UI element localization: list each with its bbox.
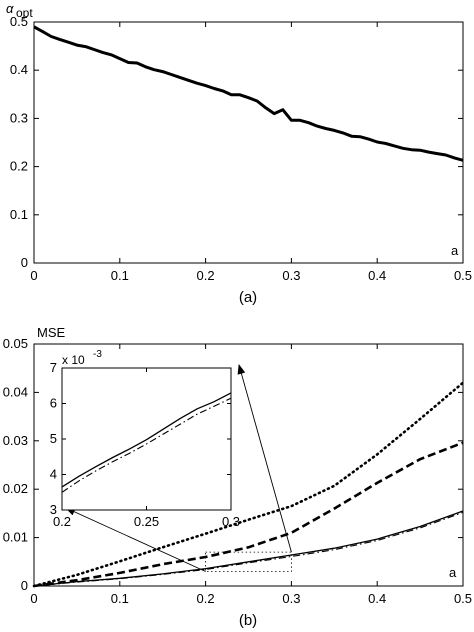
inset-ytick-label: 3 [50, 502, 57, 517]
chart-a-ytick-label: 0 [21, 255, 28, 270]
chart-b-ytick-label: 0 [21, 578, 28, 593]
chart-a-xtick-label: 0.3 [282, 268, 300, 283]
chart-b-y-ticks: 0 0.01 0.02 0.03 0.04 0.05 [3, 336, 463, 593]
chart-a-xtick-label: 0.2 [197, 268, 215, 283]
chart-b: 0 0.1 0.2 0.3 0.4 0.5 0 0.01 0.02 0.03 0.04 0.05 M… [3, 325, 472, 629]
chart-a-xlabel: a [451, 243, 459, 258]
chart-a-xtick-label: 0.5 [454, 268, 472, 283]
chart-a-ylabel-sub: opt [16, 6, 33, 20]
inset-ytick-label: 6 [50, 396, 57, 411]
inset-ytick-label: 4 [50, 467, 57, 482]
chart-b-xtick-label: 0.2 [197, 591, 215, 606]
chart-b-ytick-label: 0.01 [3, 530, 28, 545]
chart-b-ytick-label: 0.05 [3, 336, 28, 351]
chart-a-ylabel: α [6, 1, 14, 16]
chart-b-xtick-label: 0 [30, 591, 37, 606]
chart-b-zoom-arrows [65, 364, 292, 572]
chart-a-ytick-label: 0.1 [10, 207, 28, 222]
chart-b-ylabel: MSE [37, 325, 66, 340]
chart-b-series-1-dashed [33, 441, 464, 588]
chart-a-y-ticks: 0 0.1 0.2 0.3 0.4 0.5 [10, 14, 463, 270]
chart-b-ytick-label: 0.04 [3, 384, 28, 399]
chart-b-xtick-label: 0.1 [111, 591, 129, 606]
chart-a-frame [33, 21, 464, 264]
inset-series-0-solid [61, 392, 232, 488]
chart-a: 0 0.1 0.2 0.3 0.4 0.5 00.10.20.30.40.5 α opt … [6, 1, 472, 306]
chart-b-series-2-solid [33, 510, 464, 587]
chart-b-xtick-label: 0.5 [454, 591, 472, 606]
inset-xtick-label: 0.25 [134, 514, 159, 529]
inset-y-ticks: 3 4 5 6 7 [50, 360, 231, 517]
zoom-arrow-left [65, 507, 206, 572]
chart-a-series [33, 25, 464, 162]
chart-a-x-ticks: 0 0.1 0.2 0.3 0.4 0.5 [30, 22, 472, 283]
inset-scale-exponent: -3 [93, 349, 102, 360]
chart-b-frame [33, 343, 464, 587]
chart-a-xtick-label: 0.4 [368, 268, 386, 283]
inset-xtick-label: 0.3 [222, 514, 240, 529]
chart-a-ytick-label: 0.2 [10, 159, 28, 174]
chart-b-series-3-dashdot [33, 511, 464, 587]
zoom-arrow-right [237, 364, 292, 553]
chart-a-ytick-label: 0.4 [10, 62, 28, 77]
inset-series-1-dashdot [61, 397, 232, 493]
chart-a-series-0-solid-thick [33, 25, 464, 162]
chart-b-xlabel: a [449, 565, 457, 580]
chart-a-ytick-label: 0.5 [10, 14, 28, 29]
chart-b-zoom-box [205, 551, 292, 572]
inset-series [61, 392, 232, 493]
chart-b-x-ticks: 0 0.1 0.2 0.3 0.4 0.5 [30, 344, 472, 606]
chart-b-ytick-label: 0.03 [3, 433, 28, 448]
inset-xtick-label: 0.2 [53, 514, 71, 529]
chart-b-xtick-label: 0.3 [282, 591, 300, 606]
chart-a-xtick-label: 0 [30, 268, 37, 283]
chart-a-xtick-label: 0.1 [111, 268, 129, 283]
chart-a-caption: (a) [239, 289, 257, 306]
chart-a-ytick-label: 0.3 [10, 110, 28, 125]
chart-b-xtick-label: 0.4 [368, 591, 386, 606]
chart-b-inset: 0.2 0.25 0.3 3 4 5 6 7 x 10 -3 [50, 349, 240, 529]
chart-b-caption: (b) [239, 612, 257, 629]
inset-scale-label: x 10 [62, 353, 85, 367]
inset-ytick-label: 7 [50, 360, 57, 375]
inset-ytick-label: 5 [50, 431, 57, 446]
chart-b-series-0-dotted [32, 381, 465, 588]
inset-x-ticks: 0.2 0.25 0.3 [53, 368, 240, 529]
chart-b-series [32, 381, 465, 588]
chart-b-ytick-label: 0.02 [3, 481, 28, 496]
